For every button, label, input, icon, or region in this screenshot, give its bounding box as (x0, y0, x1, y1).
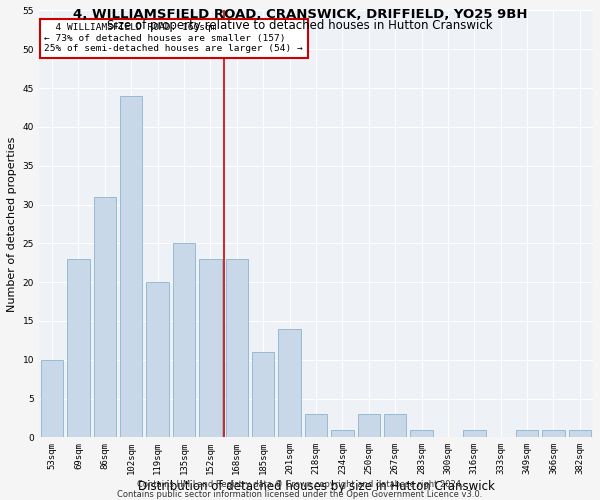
Y-axis label: Number of detached properties: Number of detached properties (7, 136, 17, 312)
Bar (252, 352, 274, 438)
Bar (463, 430, 485, 438)
Bar (226, 259, 248, 438)
Bar (384, 414, 406, 438)
Text: Contains HM Land Registry data © Crown copyright and database right 2024.
Contai: Contains HM Land Registry data © Crown c… (118, 480, 482, 499)
Bar (173, 244, 195, 438)
Bar (331, 430, 353, 438)
Bar (305, 414, 327, 438)
Bar (67, 259, 89, 438)
Text: 4 WILLIAMSFIELD ROAD: 160sqm
← 73% of detached houses are smaller (157)
25% of s: 4 WILLIAMSFIELD ROAD: 160sqm ← 73% of de… (44, 24, 303, 53)
Text: Size of property relative to detached houses in Hutton Cranswick: Size of property relative to detached ho… (107, 18, 493, 32)
Bar (542, 430, 565, 438)
Bar (569, 430, 591, 438)
Text: 4, WILLIAMSFIELD ROAD, CRANSWICK, DRIFFIELD, YO25 9BH: 4, WILLIAMSFIELD ROAD, CRANSWICK, DRIFFI… (73, 8, 527, 20)
Bar (410, 430, 433, 438)
Bar (199, 259, 221, 438)
Bar (41, 360, 63, 438)
X-axis label: Distribution of detached houses by size in Hutton Cranswick: Distribution of detached houses by size … (137, 480, 494, 493)
Bar (94, 196, 116, 438)
Bar (120, 96, 142, 438)
Bar (278, 328, 301, 438)
Bar (358, 414, 380, 438)
Bar (516, 430, 538, 438)
Bar (146, 282, 169, 438)
